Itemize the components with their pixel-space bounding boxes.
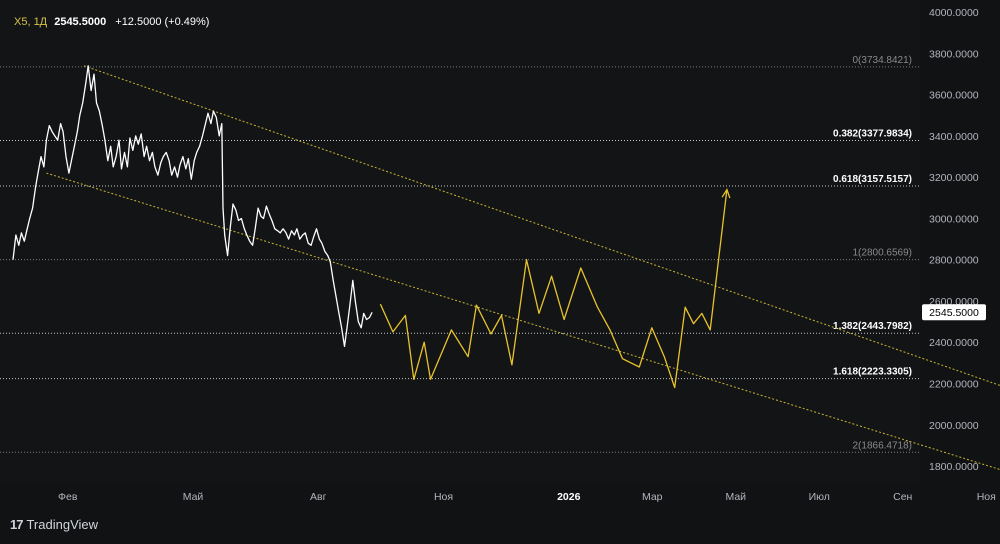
fib-level-label: 0.618(3157.5157): [833, 174, 912, 185]
trend-channel: [46, 65, 1000, 471]
x-tick-label: Июл: [809, 491, 830, 503]
last-price-label: 2545.5000: [929, 307, 979, 319]
last-price-tag: [922, 304, 986, 321]
y-tick-label: 3600.0000: [929, 90, 979, 102]
y-tick-label: 3400.0000: [929, 131, 979, 143]
x-tick-label: Мар: [642, 491, 663, 503]
x-tick-label: Сен: [893, 491, 912, 503]
y-tick-label: 2400.0000: [929, 337, 979, 349]
x-tick-label: Ноя: [434, 491, 453, 503]
fib-level-label: 1.618(2223.3305): [833, 367, 912, 378]
x-tick-label: Ноя: [977, 491, 996, 503]
price-change: +12.5000 (+0.49%): [115, 16, 210, 28]
fibonacci-levels: 0(3734.8421) 0.382(3377.9834) 0.618(3157.5…: [0, 55, 920, 453]
tradingview-logo-icon: 17: [10, 517, 24, 532]
plot-area: [0, 0, 920, 484]
fib-level-label: 2(1866.4718): [853, 440, 913, 451]
y-tick-label: 2000.0000: [929, 420, 979, 432]
x-tick-label: Фев: [58, 491, 78, 503]
tradingview-brand[interactable]: 17 TradingView: [10, 517, 98, 532]
projection-line: [379, 189, 728, 389]
symbol-label: X5, 1Д: [14, 16, 48, 28]
y-axis: 1800.00002000.00002200.00002400.00002600…: [929, 7, 979, 473]
y-tick-label: 3800.0000: [929, 48, 979, 60]
x-tick-label: Май: [183, 491, 204, 503]
y-tick-label: 3200.0000: [929, 172, 979, 184]
channel-upper-line: [83, 65, 1000, 386]
fib-level-label: 0.382(3377.9834): [833, 128, 912, 139]
y-tick-label: 3000.0000: [929, 213, 979, 225]
channel-lower-line: [46, 172, 1000, 471]
history-line: [12, 65, 373, 348]
current-price: 2545.5000: [54, 16, 107, 28]
y-tick-label: 4000.0000: [929, 7, 979, 19]
x-tick-label: 2026: [557, 491, 581, 503]
y-tick-label: 2200.0000: [929, 379, 979, 391]
symbol-header: X5, 1Д 2545.5000 +12.5000 (+0.49%): [14, 16, 209, 28]
fib-level-label: 0(3734.8421): [853, 55, 913, 66]
fib-level-label: 1.382(2443.7982): [833, 321, 912, 332]
price-series: [12, 65, 731, 389]
x-axis: Фев Май Авг Ноя 2026 Мар Май Июл Сен Ноя: [58, 491, 996, 503]
x-tick-label: Авг: [310, 491, 327, 503]
y-tick-label: 2800.0000: [929, 255, 979, 267]
fib-level-label: 1(2800.6569): [853, 248, 913, 259]
x-tick-label: Май: [725, 491, 746, 503]
brand-name: TradingView: [26, 517, 99, 532]
last-price-marker: 2545.5000: [922, 304, 986, 321]
y-tick-label: 1800.0000: [929, 461, 979, 473]
projection-arrow-icon: [721, 188, 731, 199]
